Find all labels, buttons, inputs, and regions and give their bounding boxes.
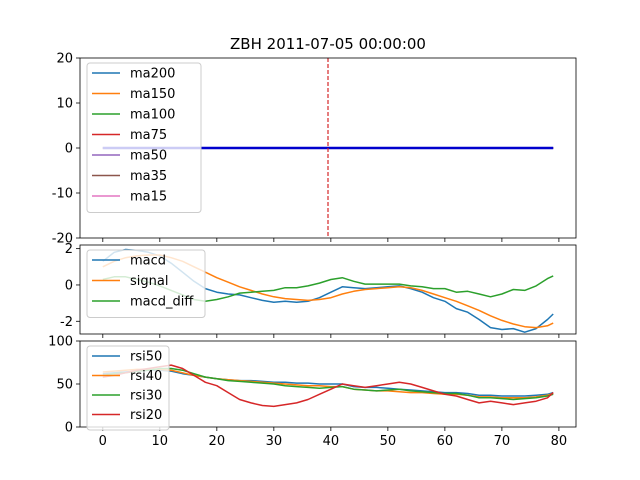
legend-box [86, 345, 170, 431]
legend-label-ma200: ma200 [130, 67, 175, 82]
series-line-rsi30 [102, 367, 554, 401]
axes-frame [79, 340, 577, 428]
legend-label-macd: macd [130, 254, 166, 269]
x-tick-label: 40 [323, 434, 340, 449]
y-tick-label: -2 [60, 315, 73, 330]
legend-label-ma35: ma35 [130, 169, 167, 184]
macd-panel: -2 0 2 macd signal macd_diff [60, 242, 577, 338]
x-tick-label: 60 [437, 434, 454, 449]
x-tick-label: 20 [209, 434, 226, 449]
y-tick-label: 0 [65, 421, 73, 436]
legend-label-signal: signal [130, 274, 168, 289]
y-tick-label: 0 [65, 142, 73, 157]
axes-frame [79, 57, 577, 239]
x-tick-label: 50 [380, 434, 397, 449]
legend-label-macd_diff: macd_diff [130, 295, 194, 310]
x-tick-label: 10 [152, 434, 169, 449]
moving-average-panel: -20 -10 0 10 20 ma200 ma150 ma100 ma75 ma50 ma35 ma… [52, 52, 577, 247]
series-line-rsi40 [102, 368, 554, 399]
legend-label-rsi30: rsi30 [130, 389, 162, 404]
y-tick-label: 50 [56, 378, 73, 393]
axes-frame [79, 244, 577, 335]
y-tick-label: -10 [52, 187, 73, 202]
legend-label-ma75: ma75 [130, 128, 167, 143]
legend-label-ma50: ma50 [130, 149, 167, 164]
y-tick-label: 0 [65, 278, 73, 293]
x-tick-label: 0 [99, 434, 107, 449]
legend-label-ma150: ma150 [130, 87, 175, 102]
y-tick-label: 100 [48, 335, 73, 350]
y-tick-label: 2 [65, 242, 73, 257]
legend-label-rsi20: rsi20 [130, 408, 162, 423]
series-line-rsi20 [102, 364, 554, 408]
y-tick-label: 20 [56, 52, 73, 67]
chart-title: ZBH 2011-07-05 00:00:00 [230, 35, 426, 53]
legend-label-rsi50: rsi50 [130, 350, 162, 365]
legend-label-ma15: ma15 [130, 190, 167, 205]
x-tick-label: 80 [551, 434, 568, 449]
x-tick-label: 30 [266, 434, 283, 449]
legend-label-rsi40: rsi40 [130, 369, 162, 384]
series-line-rsi50 [102, 369, 554, 397]
x-tick-label: 70 [494, 434, 511, 449]
y-tick-label: -20 [52, 232, 73, 247]
legend-label-ma100: ma100 [130, 108, 175, 123]
rsi-panel: 0 50 100 0 10 20 30 40 50 60 70 80 rsi50 rsi40 rsi30 rs… [48, 335, 577, 449]
y-tick-label: 10 [56, 97, 73, 112]
